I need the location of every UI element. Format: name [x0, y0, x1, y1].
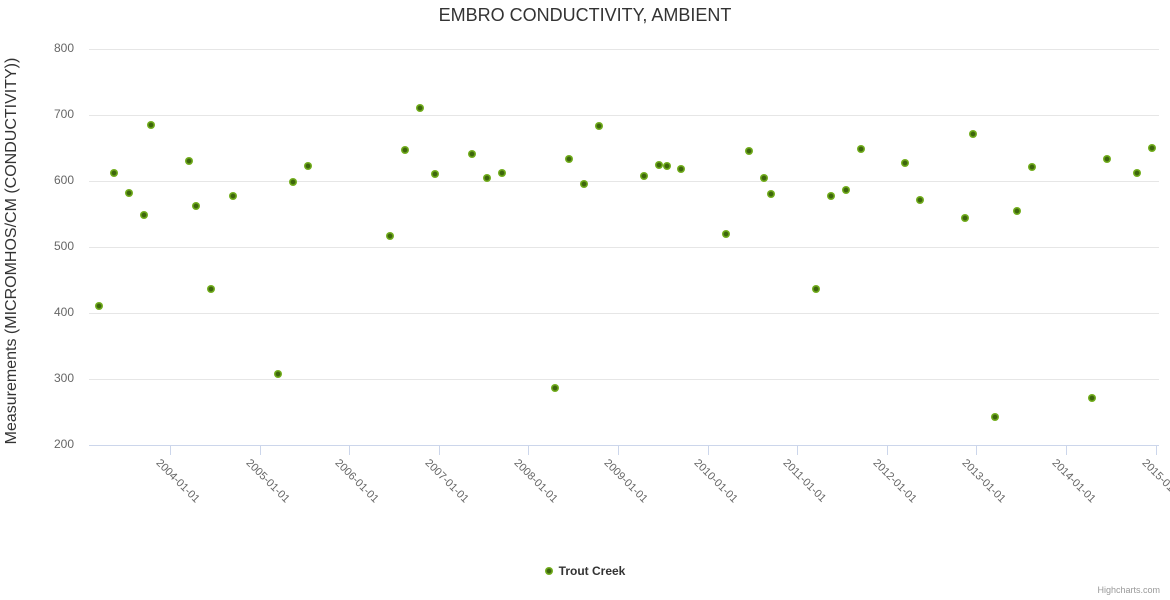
x-axis-tick-label: 2013-01-01 — [959, 457, 1009, 506]
chart-title: EMBRO CONDUCTIVITY, AMBIENT — [438, 5, 732, 25]
y-axis-tick-label: 800 — [53, 41, 74, 55]
data-point[interactable] — [722, 229, 731, 238]
data-point[interactable] — [416, 104, 425, 113]
data-point[interactable] — [1013, 207, 1022, 216]
data-point[interactable] — [207, 284, 216, 293]
data-point[interactable] — [124, 188, 133, 197]
x-axis-tick — [707, 445, 709, 455]
x-axis-tick — [1066, 445, 1067, 455]
data-point[interactable] — [662, 162, 671, 171]
data-point[interactable] — [961, 213, 970, 222]
data-point[interactable] — [968, 130, 977, 139]
data-point[interactable] — [550, 383, 559, 392]
data-point[interactable] — [498, 169, 507, 178]
data-point[interactable] — [483, 174, 492, 183]
gridline — [89, 313, 1159, 314]
x-axis-tick — [528, 445, 530, 455]
legend-item-trout-creek[interactable]: Trout Creek — [544, 564, 626, 578]
x-axis-tick — [438, 445, 440, 455]
legend-label: Trout Creek — [558, 564, 626, 578]
data-point[interactable] — [595, 122, 604, 131]
data-point[interactable] — [139, 210, 148, 219]
x-axis-tick — [170, 445, 171, 455]
data-point[interactable] — [1088, 394, 1097, 403]
data-point[interactable] — [289, 177, 298, 186]
x-axis-tick-label: 2006-01-01 — [332, 457, 381, 506]
data-point[interactable] — [640, 172, 649, 181]
x-axis-tick — [259, 445, 261, 455]
data-point[interactable] — [841, 185, 850, 194]
x-axis-tick — [976, 445, 978, 455]
data-point[interactable] — [744, 147, 753, 156]
data-point[interactable] — [1147, 144, 1156, 152]
gridline — [89, 247, 1159, 248]
x-axis-tick — [349, 445, 351, 455]
data-point[interactable] — [1028, 163, 1037, 172]
x-axis-tick-label: 2015-01-01 — [1139, 457, 1170, 506]
data-point[interactable] — [401, 145, 410, 154]
x-axis-tick-label: 2014-01-01 — [1049, 457, 1098, 506]
x-axis-tick — [797, 445, 799, 455]
y-axis-tick-label: 700 — [53, 107, 74, 121]
data-point[interactable] — [304, 162, 313, 171]
data-point[interactable] — [192, 202, 201, 211]
data-point[interactable] — [991, 413, 1000, 422]
data-point[interactable] — [468, 149, 477, 158]
x-axis-tick-label: 2010-01-01 — [691, 457, 740, 506]
data-point[interactable] — [580, 180, 589, 189]
x-axis-tick-label: 2004-01-01 — [153, 457, 202, 506]
x-axis-tick — [1155, 445, 1157, 455]
data-point[interactable] — [386, 231, 395, 240]
data-point[interactable] — [826, 192, 835, 201]
x-axis-tick-label: 2007-01-01 — [422, 457, 471, 506]
data-point[interactable] — [1132, 169, 1141, 178]
x-axis-line — [89, 445, 1159, 446]
data-point[interactable] — [95, 302, 104, 311]
data-point[interactable] — [916, 196, 925, 205]
gridline — [89, 115, 1159, 116]
data-point[interactable] — [759, 173, 768, 182]
x-axis-tick-label: 2009-01-01 — [601, 457, 650, 506]
highcharts-credits-link[interactable]: Highcharts.com — [1097, 585, 1160, 595]
x-axis-tick — [618, 445, 619, 455]
gridline — [89, 181, 1159, 182]
x-axis-tick — [886, 445, 888, 455]
series-marker-icon — [544, 567, 553, 575]
y-axis-tick-label: 300 — [53, 371, 74, 385]
data-point[interactable] — [565, 155, 574, 164]
x-axis-tick-label: 2011-01-01 — [780, 457, 829, 505]
data-point[interactable] — [110, 169, 118, 178]
data-point[interactable] — [1103, 155, 1112, 164]
data-point[interactable] — [274, 369, 283, 378]
y-axis-tick-label: 400 — [53, 305, 74, 319]
gridline — [89, 49, 1159, 50]
data-point[interactable] — [677, 165, 686, 174]
data-point[interactable] — [856, 145, 865, 154]
x-axis-tick-label: 2008-01-01 — [511, 457, 561, 506]
x-axis-tick-label: 2005-01-01 — [243, 457, 292, 506]
y-axis-tick-label: 200 — [53, 437, 74, 451]
y-axis-title: Measurements (MICROMHOS/CM (CONDUCTIVITY… — [3, 57, 20, 445]
y-axis-tick-label: 600 — [53, 173, 74, 187]
x-axis-tick-label: 2012-01-01 — [870, 457, 919, 506]
data-point[interactable] — [655, 160, 664, 169]
y-axis-tick-label: 500 — [53, 239, 74, 253]
legend: Trout Creek — [0, 564, 1170, 578]
data-point[interactable] — [184, 156, 193, 165]
data-point[interactable] — [767, 189, 776, 198]
data-point[interactable] — [229, 192, 238, 201]
gridline — [89, 379, 1159, 380]
data-point[interactable] — [811, 284, 820, 293]
data-point[interactable] — [431, 170, 440, 179]
data-point[interactable] — [901, 159, 910, 168]
data-point[interactable] — [147, 120, 156, 129]
